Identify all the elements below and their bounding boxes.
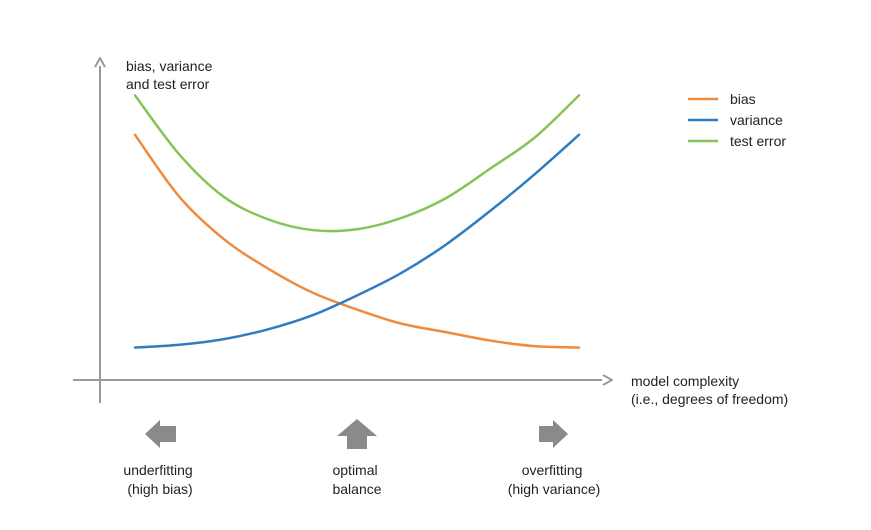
legend-label-variance: variance [730, 112, 783, 128]
annotation-underfitting-label: underfitting (high bias) [123, 462, 196, 497]
annotation-optimal: optimal balance [332, 419, 382, 497]
annotation-underfitting: underfitting (high bias) [123, 420, 196, 497]
x-axis-label: model complexity (i.e., degrees of freed… [631, 373, 788, 407]
annotation-underfitting-line-2: (high bias) [127, 481, 192, 497]
axes [73, 57, 613, 403]
annotation-optimal-line-2: balance [332, 481, 381, 497]
y-axis-arrowhead [94, 57, 106, 68]
x-axis-label-line-1: model complexity [631, 373, 739, 389]
annotation-overfitting-line-2: (high variance) [508, 481, 601, 497]
series-lines [133, 94, 581, 349]
y-axis-label-line-1: bias, variance [126, 58, 213, 74]
legend-item-variance: variance [688, 112, 783, 128]
legend-label-bias: bias [730, 91, 756, 107]
annotation-optimal-line-1: optimal [332, 462, 377, 478]
x-axis-arrowhead [602, 374, 613, 386]
y-axis-label: bias, variance and test error [126, 58, 216, 92]
legend-item-test-error: test error [688, 133, 786, 149]
left-arrow-icon [145, 420, 176, 448]
series-line-variance [133, 133, 581, 349]
y-axis-label-line-2: and test error [126, 76, 210, 92]
annotation-optimal-label: optimal balance [332, 462, 381, 497]
legend-item-bias: bias [688, 91, 756, 107]
legend-label-test-error: test error [730, 133, 786, 149]
annotation-underfitting-line-1: underfitting [123, 462, 192, 478]
legend: bias variance test error [688, 91, 786, 149]
right-arrow-icon [539, 420, 568, 448]
annotation-overfitting: overfitting (high variance) [508, 420, 601, 497]
annotation-overfitting-line-1: overfitting [522, 462, 583, 478]
annotation-overfitting-label: overfitting (high variance) [508, 462, 601, 497]
x-axis-label-line-2: (i.e., degrees of freedom) [631, 391, 788, 407]
up-arrow-icon [337, 419, 377, 449]
series-line-bias [133, 133, 581, 349]
series-line-test-error [133, 94, 581, 233]
